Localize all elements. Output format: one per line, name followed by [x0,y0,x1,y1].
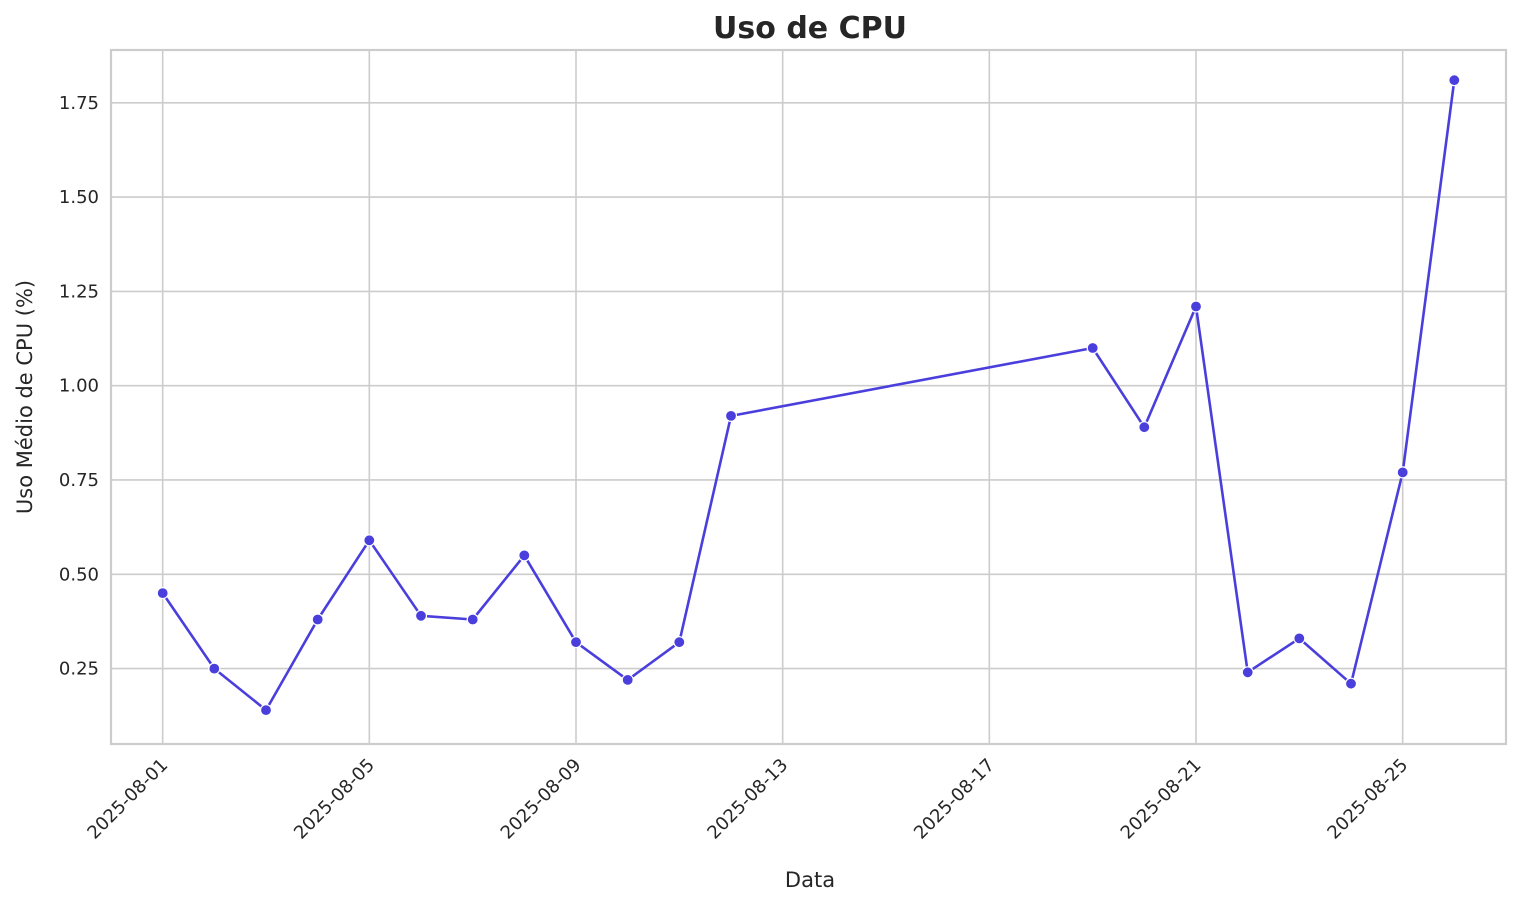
x-tick-label: 2025-08-21 [1117,755,1206,844]
y-tick-label: 0.50 [59,564,99,585]
y-tick-label: 1.75 [59,93,99,114]
x-tick-label: 2025-08-09 [497,755,586,844]
data-point [208,662,221,675]
y-tick-label: 1.50 [59,187,99,208]
data-point [1241,666,1254,679]
data-point [1293,632,1306,645]
data-point [156,586,169,600]
data-point [518,549,531,562]
x-tick-labels: 2025-08-01 2025-08-05 2025-08-09 2025-08-13… [83,755,1412,844]
data-point [673,636,686,649]
x-tick-label: 2025-08-05 [290,755,379,844]
x-tick-label: 2025-08-01 [83,755,172,844]
data-point [1396,466,1409,479]
grid [111,50,1506,744]
data-point [414,609,428,622]
data-point [1086,341,1099,355]
data-point [569,636,583,649]
data-point [363,534,376,547]
data-point [259,703,273,717]
x-tick-label: 2025-08-13 [703,755,792,844]
x-tick-label: 2025-08-25 [1323,755,1412,844]
y-tick-label: 0.75 [59,470,99,491]
plot-frame [109,48,1508,746]
y-tick-label: 1.00 [59,376,99,397]
data-point [621,673,634,687]
data-point [311,613,324,626]
y-tick-label: 0.25 [59,659,99,680]
series-layer [156,74,1461,717]
data-point [1448,74,1461,87]
data-point [1344,677,1358,690]
y-tick-label: 1.25 [59,281,99,302]
data-point [466,613,479,626]
x-tick-label: 2025-08-17 [910,755,999,844]
y-tick-labels: 0.25 0.50 0.75 1.00 1.25 1.50 1.75 [59,93,99,680]
data-point [1189,300,1203,313]
series-line [161,80,1456,712]
y-axis-label: Uso Médio de CPU (%) [13,280,37,514]
data-point [724,409,738,422]
chart-title: Uso de CPU [713,11,907,46]
x-axis-label: Data [785,868,835,892]
data-point [1138,421,1151,434]
